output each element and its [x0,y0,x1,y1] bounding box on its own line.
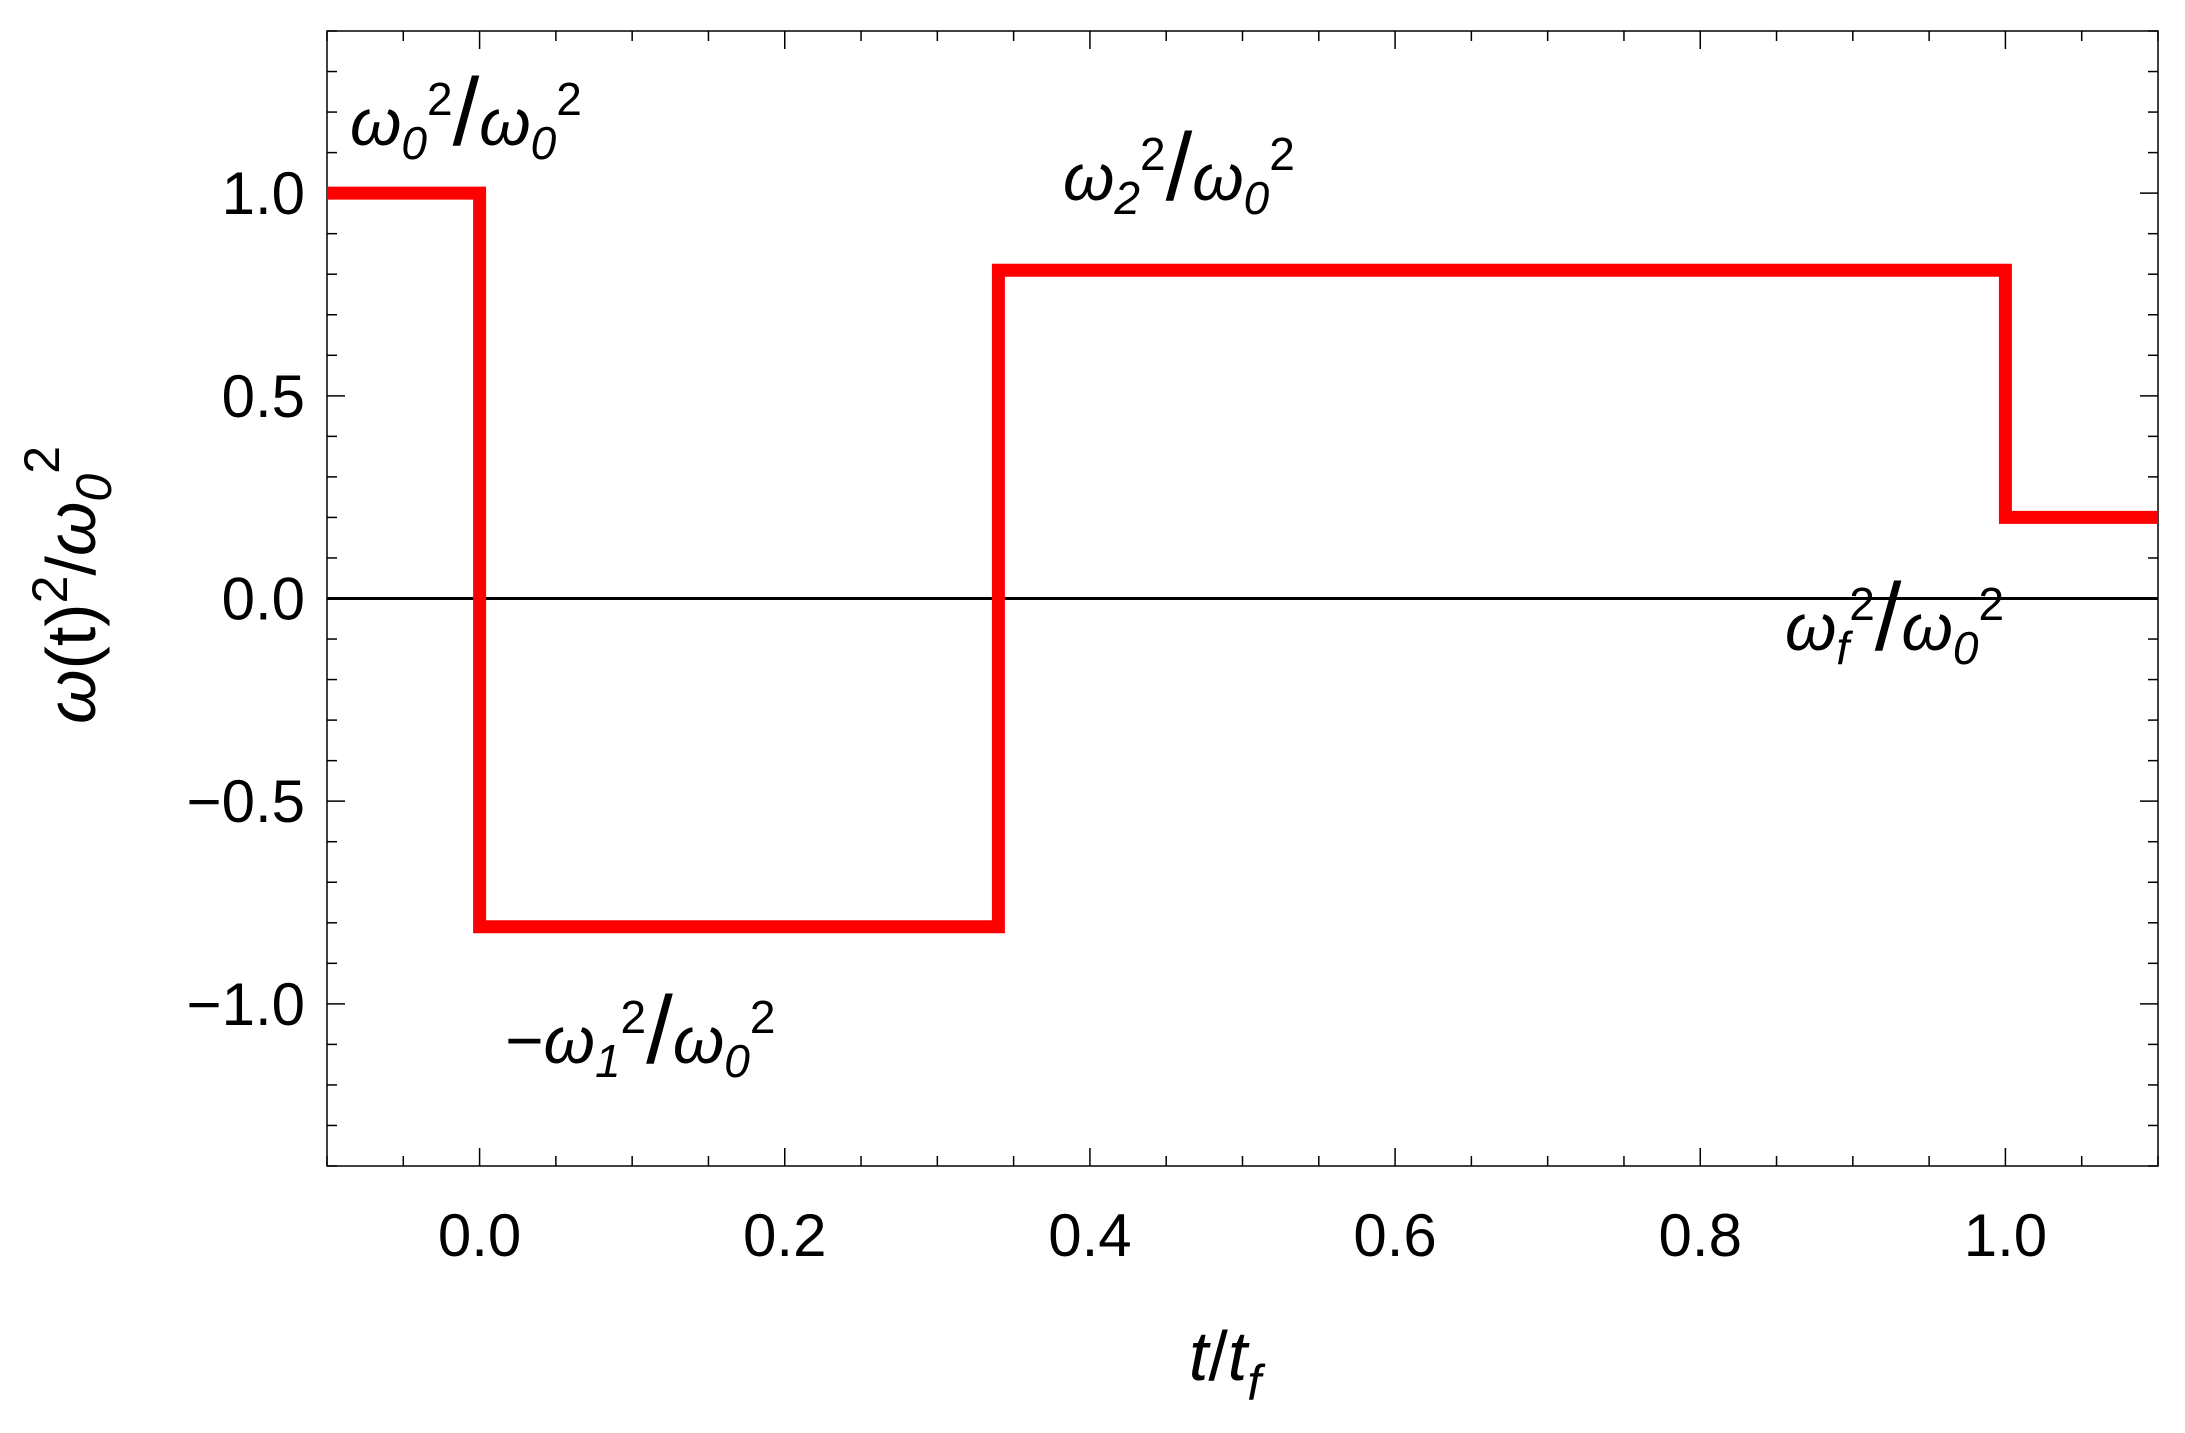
x-tick-label: 0.6 [1353,1202,1436,1269]
annotations: ω02/ω02 −ω12/ω02 ω22/ω02 ωf2/ω02 [350,59,2004,1087]
x-tick-label: 0.8 [1659,1202,1742,1269]
tick-labels: 0.0 0.2 0.4 0.6 0.8 1.0 −1.0 −0.5 0.0 0.5 1.0 [187,160,2048,1269]
annotation-a2: ω22/ω02 [1063,114,1295,224]
ticks [326,30,2159,1167]
x-tick-label: 0.4 [1048,1202,1131,1269]
annotation-a0: ω02/ω02 [350,59,582,169]
y-tick-label: −1.0 [187,971,305,1038]
series-line [327,186,2158,934]
annotation-af: ωf2/ω02 [1785,564,2004,674]
y-axis-label: ω(t)2/ω02 [14,446,122,724]
y-tick-label: −0.5 [187,768,305,835]
x-tick-label: 0.2 [743,1202,826,1269]
y-tick-label: 0.5 [222,363,305,430]
y-tick-label: 0.0 [222,566,305,633]
x-tick-label: 0.0 [438,1202,521,1269]
annotation-a1: −ω12/ω02 [505,977,775,1087]
x-tick-label: 1.0 [1964,1202,2047,1269]
x-axis-label: t/tf [1189,1317,1266,1411]
y-tick-label: 1.0 [222,160,305,227]
